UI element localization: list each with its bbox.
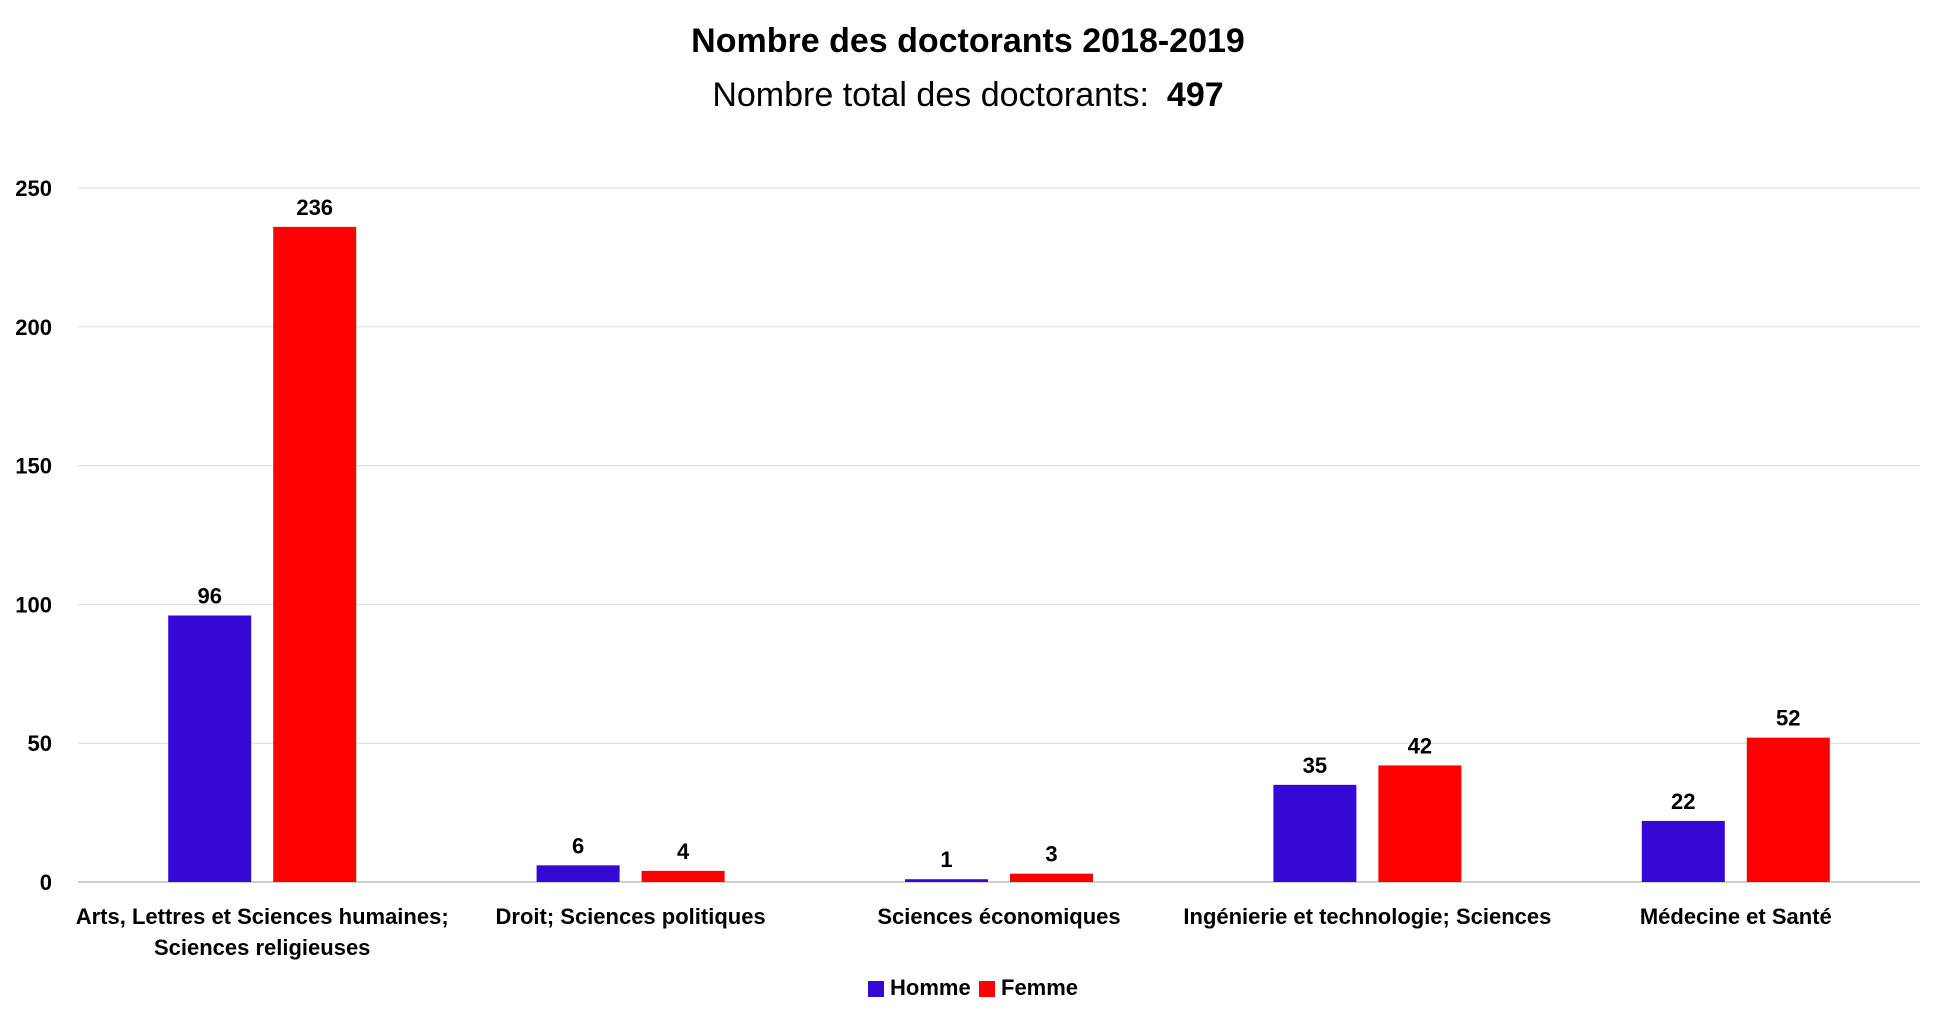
bar-femme — [641, 870, 725, 882]
y-tick-label: 50 — [28, 731, 52, 756]
x-tick-label: Droit; Sciences politiques — [496, 904, 766, 929]
data-label: 42 — [1408, 733, 1432, 758]
bar-homme — [1273, 784, 1357, 882]
y-tick-label: 250 — [15, 176, 52, 201]
bar-femme — [1378, 765, 1462, 882]
x-tick-label: Ingénierie et technologie; Sciences — [1183, 904, 1551, 929]
bar-homme — [905, 879, 988, 882]
gridlines — [78, 187, 1920, 883]
bar-femme — [1010, 873, 1093, 882]
chart-title: Nombre des doctorants 2018-2019 — [691, 22, 1245, 60]
x-tick-label: Médecine et Santé — [1640, 904, 1832, 929]
data-label: 22 — [1671, 789, 1695, 814]
bar-homme — [1641, 820, 1725, 882]
bars — [168, 226, 1830, 882]
data-label: 35 — [1303, 753, 1327, 778]
data-label: 52 — [1776, 706, 1800, 731]
legend-swatch-femme — [979, 981, 995, 997]
chart-subtitle: Nombre total des doctorants: 497 — [712, 76, 1223, 114]
legend-label-femme: Femme — [1001, 975, 1078, 1000]
data-label: 236 — [296, 195, 333, 220]
x-tick-label: Arts, Lettres et Sciences humaines; — [76, 904, 449, 929]
chart-subtitle-label: Nombre total des doctorants: — [712, 76, 1149, 114]
data-label: 1 — [940, 847, 952, 872]
y-tick-label: 150 — [15, 454, 52, 479]
y-tick-label: 200 — [15, 315, 52, 340]
bar-homme — [536, 865, 620, 882]
bar-homme — [168, 615, 252, 882]
legend: Homme Femme — [868, 975, 1078, 1000]
x-tick-label: Sciences religieuses — [154, 935, 370, 960]
data-label: 96 — [197, 584, 221, 609]
x-axis-labels: Arts, Lettres et Sciences humaines; Scien… — [76, 904, 1832, 960]
y-tick-label: 0 — [40, 870, 52, 895]
legend-swatch-homme — [868, 981, 884, 997]
bar-femme — [273, 226, 357, 882]
y-axis-ticks: 0 50 100 150 200 250 — [15, 176, 52, 895]
data-labels: 96 236 6 4 1 3 35 42 22 52 — [197, 195, 1800, 872]
x-tick-label: Sciences économiques — [877, 904, 1120, 929]
bar-femme — [1746, 737, 1830, 882]
legend-label-homme: Homme — [890, 975, 971, 1000]
data-label: 3 — [1045, 842, 1057, 867]
data-label: 6 — [572, 833, 584, 858]
y-tick-label: 100 — [15, 592, 52, 617]
data-label: 4 — [677, 839, 690, 864]
chart-subtitle-value: 497 — [1167, 76, 1224, 114]
